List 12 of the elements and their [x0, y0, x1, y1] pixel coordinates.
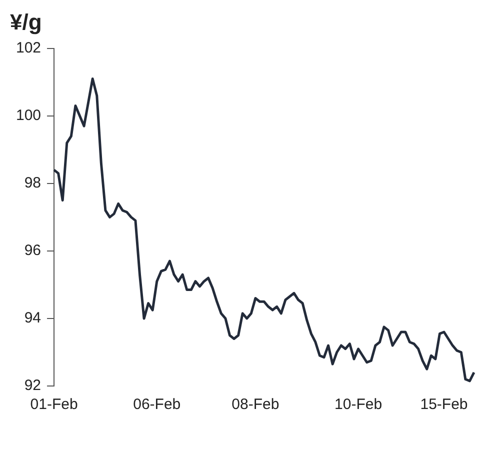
- y-tick-label: 96: [24, 242, 42, 260]
- y-tick-label: 102: [16, 40, 42, 57]
- y-axis-title: ¥/g: [10, 9, 42, 34]
- y-tick-label: 98: [24, 174, 42, 192]
- x-tick-label: 10-Feb: [334, 396, 382, 414]
- y-tick-label: 94: [24, 310, 42, 327]
- x-tick-label: 15-Feb: [420, 396, 468, 414]
- x-tick-label: 01-Feb: [30, 396, 78, 414]
- y-tick-label: 92: [24, 377, 42, 394]
- x-tick-label: 06-Feb: [133, 396, 181, 414]
- y-tick-label: 100: [16, 107, 42, 124]
- x-tick-label: 08-Feb: [232, 396, 280, 414]
